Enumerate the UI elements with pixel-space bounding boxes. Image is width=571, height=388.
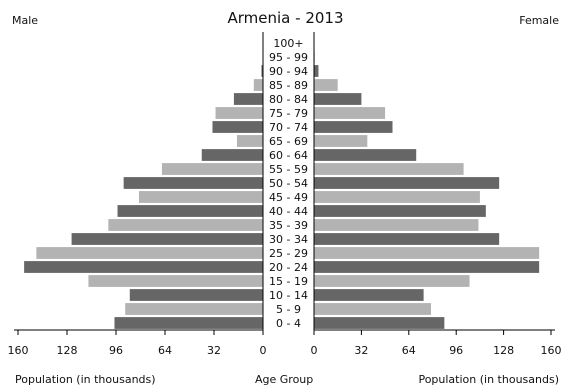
- x-axis-label-male: Population (in thousands): [15, 373, 156, 386]
- age-group-label: 15 - 19: [269, 275, 308, 288]
- x-tick-label: 160: [8, 344, 29, 357]
- female-bar: [314, 219, 479, 231]
- female-bar: [314, 205, 486, 217]
- male-bar: [129, 289, 263, 301]
- female-bar: [314, 135, 368, 147]
- male-bar: [123, 177, 263, 189]
- age-group-label: 85 - 89: [269, 79, 308, 92]
- x-axis-label-female: Population (in thousands): [418, 373, 559, 386]
- female-bar: [314, 79, 338, 91]
- chart-title: Armenia - 2013: [227, 9, 344, 27]
- x-tick-label: 64: [402, 344, 416, 357]
- female-label: Female: [519, 14, 559, 27]
- x-tick-label: 0: [311, 344, 318, 357]
- female-bar: [314, 149, 417, 161]
- age-group-label: 40 - 44: [269, 205, 308, 218]
- x-tick-label: 160: [541, 344, 562, 357]
- age-group-label: 45 - 49: [269, 191, 308, 204]
- age-group-label: 10 - 14: [269, 289, 308, 302]
- male-bar: [125, 303, 263, 315]
- age-group-label: 25 - 29: [269, 247, 308, 260]
- male-bar: [114, 317, 263, 329]
- x-tick-label: 64: [158, 344, 172, 357]
- x-tick-label: 32: [354, 344, 368, 357]
- age-group-label: 20 - 24: [269, 261, 308, 274]
- age-group-label: 5 - 9: [276, 303, 301, 316]
- male-bar: [24, 261, 263, 273]
- female-bar: [314, 65, 319, 77]
- female-bar: [314, 247, 540, 259]
- age-group-label: 60 - 64: [269, 149, 308, 162]
- female-bar: [314, 275, 470, 287]
- male-bar: [138, 191, 263, 203]
- female-bar: [314, 261, 540, 273]
- age-group-label: 50 - 54: [269, 177, 308, 190]
- male-bar: [161, 163, 263, 175]
- male-bar: [233, 93, 263, 105]
- female-bar: [314, 177, 500, 189]
- age-group-label: 90 - 94: [269, 65, 308, 78]
- x-tick-label: 96: [449, 344, 463, 357]
- female-bar: [314, 233, 500, 245]
- male-bar: [215, 107, 263, 119]
- x-tick-label: 0: [260, 344, 267, 357]
- age-group-label: 100+: [273, 37, 303, 50]
- x-tick-label: 128: [493, 344, 514, 357]
- age-group-label: 80 - 84: [269, 93, 308, 106]
- female-bar: [314, 317, 445, 329]
- male-bar: [212, 121, 263, 133]
- male-label: Male: [12, 14, 39, 27]
- male-bar: [36, 247, 263, 259]
- female-bar: [314, 163, 464, 175]
- male-bar: [261, 65, 263, 77]
- female-bar: [314, 121, 393, 133]
- x-tick-label: 96: [109, 344, 123, 357]
- female-bar: [314, 303, 432, 315]
- male-bar: [201, 149, 263, 161]
- female-bar: [314, 93, 362, 105]
- age-group-label: 70 - 74: [269, 121, 308, 134]
- age-group-label: 35 - 39: [269, 219, 308, 232]
- male-bar: [236, 135, 263, 147]
- x-tick-label: 128: [57, 344, 78, 357]
- male-bar: [117, 205, 263, 217]
- age-group-label: 30 - 34: [269, 233, 308, 246]
- age-group-label: 95 - 99: [269, 51, 308, 64]
- female-bar: [314, 289, 424, 301]
- female-bar: [314, 191, 480, 203]
- female-bar: [314, 107, 386, 119]
- age-group-label: 75 - 79: [269, 107, 308, 120]
- male-bar: [108, 219, 263, 231]
- male-bar: [88, 275, 263, 287]
- age-group-label: Age Group: [255, 373, 314, 386]
- male-bar: [253, 79, 263, 91]
- age-group-label: 65 - 69: [269, 135, 308, 148]
- male-bar: [71, 233, 263, 245]
- age-group-label: 55 - 59: [269, 163, 308, 176]
- age-group-label: 0 - 4: [276, 317, 301, 330]
- x-tick-label: 32: [207, 344, 221, 357]
